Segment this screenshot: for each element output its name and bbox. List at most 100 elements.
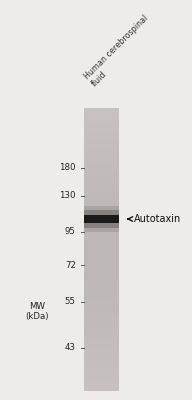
- Bar: [84, 228, 119, 231]
- Bar: [84, 115, 119, 118]
- Bar: [84, 270, 119, 273]
- Bar: [84, 317, 119, 320]
- Bar: [84, 256, 119, 259]
- Bar: [84, 350, 119, 353]
- Bar: [84, 178, 119, 181]
- Bar: [84, 242, 119, 245]
- Text: 43: 43: [65, 344, 76, 352]
- Bar: [84, 181, 119, 184]
- Bar: [84, 266, 119, 268]
- Bar: [84, 221, 119, 224]
- Bar: [84, 192, 119, 196]
- Text: Human cerebrospinal
fluid: Human cerebrospinal fluid: [82, 13, 157, 88]
- Bar: [84, 383, 119, 386]
- Bar: [84, 244, 119, 247]
- Bar: [84, 222, 119, 228]
- Bar: [84, 371, 119, 374]
- Bar: [84, 153, 119, 156]
- Bar: [84, 308, 119, 311]
- Bar: [84, 294, 119, 296]
- Bar: [84, 362, 119, 365]
- Text: 95: 95: [65, 228, 76, 236]
- Bar: [84, 143, 119, 146]
- Bar: [84, 206, 119, 215]
- Bar: [84, 209, 119, 212]
- Bar: [84, 150, 119, 153]
- Text: MW
(kDa): MW (kDa): [26, 302, 49, 322]
- Text: 130: 130: [59, 192, 76, 200]
- Bar: [84, 341, 119, 344]
- Bar: [84, 282, 119, 285]
- Bar: [84, 214, 119, 217]
- Bar: [84, 129, 119, 132]
- Bar: [84, 388, 119, 390]
- Bar: [84, 258, 119, 261]
- Bar: [84, 134, 119, 137]
- Bar: [84, 322, 119, 325]
- Bar: [84, 366, 119, 369]
- Bar: [84, 348, 119, 350]
- Bar: [84, 338, 119, 341]
- Bar: [84, 261, 119, 264]
- Bar: [84, 210, 119, 215]
- Text: 72: 72: [65, 260, 76, 270]
- Bar: [84, 127, 119, 130]
- Bar: [84, 226, 119, 228]
- Bar: [84, 298, 119, 301]
- Bar: [84, 202, 119, 205]
- Bar: [84, 312, 119, 315]
- Bar: [84, 110, 119, 113]
- Bar: [84, 272, 119, 275]
- Bar: [84, 301, 119, 304]
- Bar: [84, 280, 119, 282]
- Bar: [84, 326, 119, 330]
- Bar: [84, 385, 119, 388]
- Bar: [84, 369, 119, 372]
- Text: Autotaxin: Autotaxin: [134, 214, 182, 224]
- Bar: [84, 284, 119, 287]
- Bar: [84, 381, 119, 384]
- Bar: [84, 334, 119, 336]
- Bar: [84, 374, 119, 376]
- Bar: [84, 120, 119, 122]
- Bar: [84, 360, 119, 362]
- Bar: [84, 190, 119, 193]
- Bar: [84, 235, 119, 238]
- Bar: [84, 303, 119, 306]
- Bar: [84, 345, 119, 348]
- Bar: [84, 172, 119, 174]
- Bar: [84, 113, 119, 116]
- Bar: [84, 268, 119, 271]
- Bar: [84, 324, 119, 327]
- Bar: [84, 286, 119, 290]
- Bar: [84, 157, 119, 160]
- Bar: [84, 174, 119, 177]
- Bar: [84, 195, 119, 198]
- Bar: [84, 329, 119, 332]
- Bar: [84, 232, 119, 235]
- Bar: [84, 188, 119, 191]
- Bar: [84, 167, 119, 170]
- Bar: [84, 124, 119, 127]
- Bar: [84, 169, 119, 172]
- Bar: [84, 138, 119, 141]
- Bar: [84, 155, 119, 158]
- Bar: [84, 378, 119, 381]
- Bar: [84, 211, 119, 214]
- Bar: [84, 176, 119, 179]
- Bar: [84, 148, 119, 151]
- Bar: [84, 376, 119, 379]
- Bar: [84, 320, 119, 322]
- Bar: [84, 291, 119, 294]
- Bar: [84, 218, 119, 221]
- Bar: [84, 141, 119, 144]
- Bar: [84, 254, 119, 256]
- Text: 180: 180: [59, 164, 76, 172]
- Bar: [84, 306, 119, 308]
- Bar: [84, 122, 119, 125]
- Bar: [84, 310, 119, 313]
- Bar: [84, 186, 119, 188]
- Bar: [84, 336, 119, 339]
- Bar: [84, 197, 119, 200]
- Bar: [84, 315, 119, 318]
